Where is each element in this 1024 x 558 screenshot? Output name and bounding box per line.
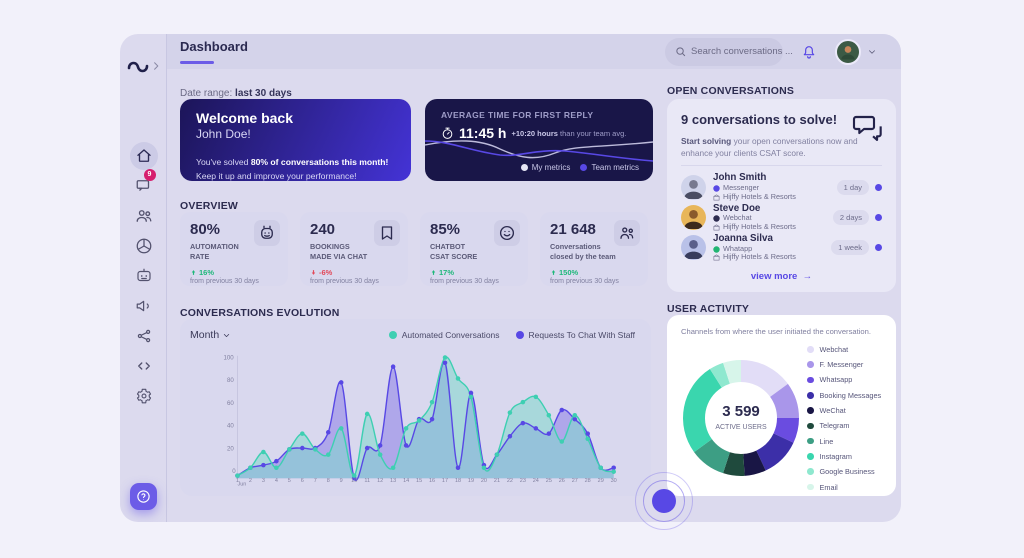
svg-text:100: 100 (223, 354, 234, 361)
svg-text:0: 0 (232, 468, 236, 475)
svg-text:7: 7 (314, 478, 317, 484)
svg-text:6: 6 (301, 478, 304, 484)
svg-text:14: 14 (403, 478, 409, 484)
svg-text:22: 22 (507, 478, 513, 484)
svg-text:28: 28 (585, 478, 591, 484)
svg-text:13: 13 (390, 478, 396, 484)
svg-text:16: 16 (429, 478, 435, 484)
svg-text:5: 5 (288, 478, 291, 484)
svg-text:Jun: Jun (237, 481, 246, 487)
svg-text:3 599: 3 599 (722, 403, 760, 420)
svg-text:9: 9 (340, 478, 343, 484)
svg-text:29: 29 (598, 478, 604, 484)
svg-text:20: 20 (227, 445, 234, 452)
svg-text:4: 4 (275, 478, 278, 484)
svg-text:24: 24 (533, 478, 539, 484)
svg-text:23: 23 (520, 478, 526, 484)
svg-text:18: 18 (455, 478, 461, 484)
svg-text:17: 17 (442, 478, 448, 484)
svg-text:20: 20 (481, 478, 487, 484)
svg-text:60: 60 (227, 400, 234, 407)
svg-text:27: 27 (572, 478, 578, 484)
svg-text:80: 80 (227, 377, 234, 384)
svg-text:19: 19 (468, 478, 474, 484)
svg-text:15: 15 (416, 478, 422, 484)
svg-text:40: 40 (227, 423, 234, 430)
svg-text:10: 10 (351, 478, 357, 484)
svg-text:26: 26 (559, 478, 565, 484)
svg-text:3: 3 (262, 478, 265, 484)
svg-text:2: 2 (249, 478, 252, 484)
svg-text:21: 21 (494, 478, 500, 484)
svg-text:11: 11 (364, 478, 370, 484)
svg-text:12: 12 (377, 478, 383, 484)
svg-text:25: 25 (546, 478, 552, 484)
svg-text:ACTIVE USERS: ACTIVE USERS (715, 424, 767, 431)
svg-text:30: 30 (611, 478, 617, 484)
svg-text:8: 8 (327, 478, 330, 484)
